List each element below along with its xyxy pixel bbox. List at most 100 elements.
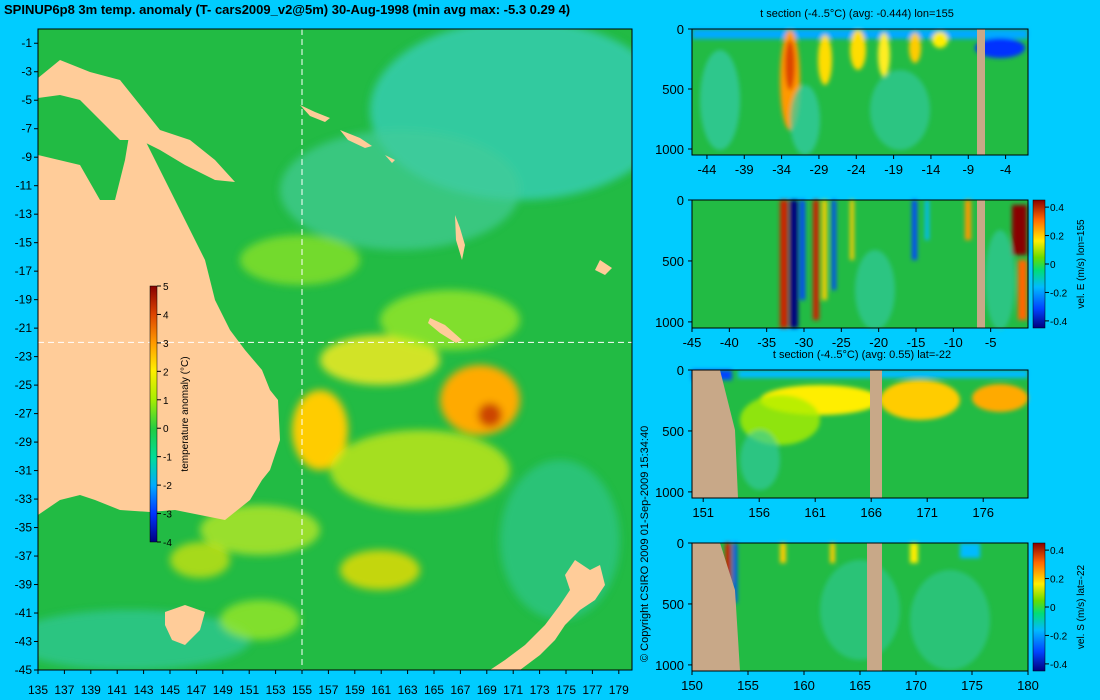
map-x-tick-label: 161 bbox=[371, 683, 391, 697]
panel1-land bbox=[977, 29, 985, 155]
map-colorbar: 5 4 3 2 1 0 -1 -2 -3 -4 temperature anomaly (°C) bbox=[149, 282, 191, 549]
chart-title: SPINUP6p8 3m temp. anomaly (T- cars2009_… bbox=[4, 2, 571, 17]
section-y-tick-label: 500 bbox=[662, 424, 684, 439]
australia bbox=[38, 130, 280, 520]
map-colorbar-ramp bbox=[149, 285, 158, 543]
section-x-tick-label: 166 bbox=[860, 505, 882, 520]
section-x-tick-label: 151 bbox=[692, 505, 714, 520]
map-x-tick-label: 151 bbox=[239, 683, 259, 697]
map-y-tick-label: -43 bbox=[15, 635, 33, 649]
section-x-tick-label: 150 bbox=[681, 678, 703, 693]
new-guinea bbox=[38, 60, 235, 182]
crosshair bbox=[38, 29, 632, 670]
panel2-colorbar-label: vel. E (m/s) lon=155 bbox=[1076, 219, 1087, 309]
map-y-tick-label: -1 bbox=[21, 36, 32, 50]
map-colorbar-tick-label: 2 bbox=[163, 367, 169, 378]
map-x-tick-label: 153 bbox=[266, 683, 286, 697]
map-y-tick-label: -15 bbox=[15, 236, 33, 250]
panel4-colorbar-label: vel. S (m/s) lat=-22 bbox=[1076, 564, 1087, 649]
land bbox=[38, 60, 612, 670]
map-colorbar-tick-label: 4 bbox=[163, 310, 169, 321]
panel3-land-mid bbox=[870, 370, 882, 498]
panel2-features bbox=[780, 200, 1027, 330]
section-colorbar-tick-label: 0.2 bbox=[1050, 575, 1064, 586]
section-colorbar-tick-label: -0.4 bbox=[1050, 660, 1068, 671]
map-y-tick-label: -23 bbox=[15, 350, 33, 364]
map-x-tick-label: 173 bbox=[530, 683, 550, 697]
section-colorbar-tick-label: 0 bbox=[1050, 603, 1056, 614]
section-x-tick-label: 175 bbox=[961, 678, 983, 693]
section-colorbar-tick-label: 0.2 bbox=[1050, 232, 1064, 243]
map-x-tick-label: 135 bbox=[28, 683, 48, 697]
section-colorbar-tick-label: -0.4 bbox=[1050, 317, 1068, 328]
section-x-tick-label: -34 bbox=[772, 162, 791, 177]
map-y-tick-label: -27 bbox=[15, 407, 33, 421]
map-frame bbox=[37, 28, 633, 671]
section-y-tick-label: 1000 bbox=[655, 658, 684, 673]
map-y-tick-label: -9 bbox=[21, 150, 32, 164]
section-x-tick-label: 171 bbox=[916, 505, 938, 520]
section-colorbar-tick-label: 0.4 bbox=[1050, 546, 1064, 557]
panel2-colorbar bbox=[1032, 199, 1046, 329]
map-x-tick-label: 139 bbox=[81, 683, 101, 697]
map-colorbar-tick-label: -3 bbox=[163, 510, 172, 521]
map-panel: 135 137 139 141 143 145 147 149 151 153 155 157 159 1… bbox=[15, 28, 633, 697]
section-x-tick-label: 160 bbox=[793, 678, 815, 693]
map-colorbar-ticks: 5 4 3 2 1 0 -1 -2 -3 -4 bbox=[157, 282, 172, 549]
section-x-tick-label: -4 bbox=[1000, 162, 1012, 177]
section-x-tick-label: -25 bbox=[832, 335, 851, 350]
map-y-tick-label: -29 bbox=[15, 435, 33, 449]
map-x-tick-label: 149 bbox=[213, 683, 233, 697]
section-x-tick-label: -29 bbox=[810, 162, 829, 177]
section-x-tick-label: 161 bbox=[804, 505, 826, 520]
panel4-land-west bbox=[692, 543, 740, 671]
map-y-tick-label: -17 bbox=[15, 264, 33, 278]
new-zealand bbox=[490, 560, 605, 670]
section-y-tick-label: 0 bbox=[677, 536, 684, 551]
map-colorbar-tick-label: 5 bbox=[163, 282, 169, 293]
section-x-tick-label: -10 bbox=[944, 335, 963, 350]
map-x-tick-label: 143 bbox=[134, 683, 154, 697]
map-y-tick-label: -19 bbox=[15, 293, 33, 307]
map-y-tick-label: -3 bbox=[21, 65, 32, 79]
section-x-tick-label: 155 bbox=[737, 678, 759, 693]
section-colorbar-tick-label: 0.4 bbox=[1050, 203, 1064, 214]
fiji bbox=[595, 260, 612, 275]
section-x-tick-label: -35 bbox=[757, 335, 776, 350]
map-y-tick-label: -37 bbox=[15, 549, 33, 563]
map-y-tick-label: -13 bbox=[15, 207, 33, 221]
section-x-tick-label: -20 bbox=[869, 335, 888, 350]
map-colorbar-tick-label: 0 bbox=[163, 424, 169, 435]
map-y-tick-label: -5 bbox=[21, 93, 32, 107]
panel4-land-mid bbox=[867, 543, 882, 671]
map-y-tick-label: -39 bbox=[15, 578, 33, 592]
section-panels: t section (-4..5°C) (avg: -0.444) lon=15… bbox=[655, 8, 1087, 693]
section-y-tick-label: 0 bbox=[677, 193, 684, 208]
map-x-tick-label: 137 bbox=[54, 683, 74, 697]
map-colorbar-tick-label: 3 bbox=[163, 339, 169, 350]
section-x-tick-label: -19 bbox=[884, 162, 903, 177]
section-x-tick-label: -5 bbox=[985, 335, 997, 350]
section-x-tick-label: -44 bbox=[698, 162, 717, 177]
section-x-tick-label: 170 bbox=[905, 678, 927, 693]
panel-vel-e-lon155: vel. E (m/s) lon=155 bbox=[691, 199, 1087, 330]
map-x-tick-label: 177 bbox=[582, 683, 602, 697]
panel3-features bbox=[692, 370, 1028, 490]
section-y-tick-label: 1000 bbox=[655, 142, 684, 157]
section-y-tick-label: 1000 bbox=[655, 485, 684, 500]
vanuatu bbox=[455, 215, 465, 260]
section-colorbar-tick-label: -0.2 bbox=[1050, 288, 1068, 299]
solomon-islands bbox=[300, 105, 395, 163]
map-colorbar-tick-label: 1 bbox=[163, 396, 169, 407]
section-x-tick-label: -24 bbox=[847, 162, 866, 177]
section-x-tick-label: 156 bbox=[748, 505, 770, 520]
panel1-title: t section (-4..5°C) (avg: -0.444) lon=15… bbox=[760, 8, 954, 20]
map-x-tick-label: 145 bbox=[160, 683, 180, 697]
section-x-tick-label: -9 bbox=[962, 162, 974, 177]
map-y-tick-label: -35 bbox=[15, 521, 33, 535]
map-x-tick-label: 165 bbox=[424, 683, 444, 697]
map-y-tick-label: -7 bbox=[21, 122, 32, 136]
map-x-tick-label: 147 bbox=[186, 683, 206, 697]
map-y-tick-label: -11 bbox=[16, 179, 33, 193]
